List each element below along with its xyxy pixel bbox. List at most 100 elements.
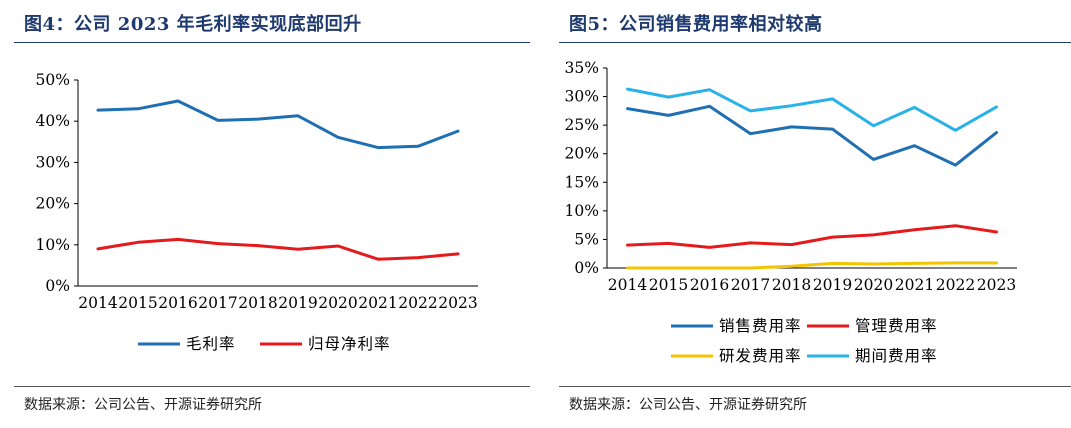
data-point [708, 88, 711, 91]
legend-label: 归母净利率 [308, 335, 391, 353]
legend-label: 管理费用率 [855, 317, 938, 335]
data-point [995, 230, 998, 234]
line-chart-expense-ratio: 0%5%10%15%20%25%30%35%2014 2015 2016 2017 20… [565, 59, 1017, 365]
y-tick-label: 20% [36, 195, 70, 213]
y-tick-label: 30% [565, 88, 599, 106]
series-line-1 [626, 104, 998, 167]
data-point [995, 105, 998, 109]
x-tick-label: 2021 [895, 276, 934, 294]
data-point [336, 244, 340, 248]
data-point [790, 104, 793, 107]
data-point [296, 114, 300, 118]
data-point [136, 107, 140, 111]
data-point [667, 242, 670, 245]
x-tick-label: 2019 [813, 276, 852, 294]
y-tick-label: 50% [36, 71, 70, 89]
data-point [256, 117, 260, 121]
y-tick-label: 0% [574, 259, 599, 277]
series-line-1 [96, 99, 460, 150]
x-tick-label: 2015 [118, 294, 157, 312]
y-tick-label: 0% [45, 277, 70, 295]
y-tick-label: 35% [565, 59, 599, 77]
legend-label: 研发费用率 [719, 347, 802, 365]
data-point [954, 224, 957, 227]
data-point [216, 119, 220, 122]
chart-title: 图4：公司 2023 年毛利率实现底部回升 [24, 14, 362, 35]
data-point [296, 248, 300, 251]
series-line-4 [626, 87, 998, 132]
source-divider [14, 386, 530, 387]
x-tick-label: 2014 [78, 294, 118, 312]
data-point [749, 241, 752, 245]
y-tick-label: 10% [36, 236, 70, 254]
data-point [954, 163, 957, 167]
x-tick-label: 2015 [649, 276, 688, 294]
source-divider [559, 386, 1071, 387]
data-point [626, 266, 629, 270]
data-point [376, 258, 380, 261]
x-tick-label: 2023 [438, 294, 477, 312]
source-note: 数据来源：公司公告、开源证券研究所 [569, 397, 807, 413]
data-point [954, 129, 957, 132]
data-point [913, 228, 916, 231]
line-chart-gross-margin: 0% 10% 20% 30% 40% 50% 2014 2015 2016 2017 2018 201… [36, 71, 478, 353]
data-point [913, 144, 916, 147]
x-tick-label: 2023 [977, 276, 1016, 294]
x-tick-label: 2022 [936, 276, 975, 294]
y-tick-label: 5% [574, 230, 599, 248]
data-point [376, 146, 380, 149]
data-point [831, 97, 834, 101]
data-point [708, 266, 711, 270]
data-point [96, 108, 100, 112]
data-point [456, 129, 460, 133]
y-tick-label: 40% [36, 112, 70, 130]
data-point [831, 262, 834, 265]
data-point [216, 242, 220, 245]
source-note: 数据来源：公司公告、开源证券研究所 [24, 397, 262, 413]
y-tick-label: 20% [565, 145, 599, 163]
legend-label: 销售费用率 [719, 317, 802, 335]
data-point [176, 238, 180, 241]
chart-panel-gross-margin: 图4：公司 2023 年毛利率实现底部回升 0% 10% 20% 30% 40% 50% 2… [0, 0, 530, 428]
data-point [667, 95, 670, 99]
series-line-2 [626, 224, 998, 249]
x-tick-label: 2022 [398, 294, 437, 312]
x-tick-label: 2021 [358, 294, 397, 312]
data-point [176, 99, 180, 103]
data-point [667, 266, 670, 270]
data-point [790, 243, 793, 246]
data-point [954, 261, 957, 265]
x-tick-label: 2020 [318, 294, 357, 312]
x-tick-label: 2018 [772, 276, 811, 294]
legend-label: 毛利率 [186, 335, 236, 353]
chart-panel-expense-ratio: 图5：公司销售费用率相对较高 0% 5% 10% 15% 20% 25% 30% 35% 201… [545, 0, 1071, 428]
data-point [872, 262, 875, 266]
x-tick-label: 2020 [854, 276, 893, 294]
data-point [256, 244, 260, 247]
data-point [456, 252, 460, 256]
series-line-2 [96, 237, 460, 261]
data-point [96, 247, 100, 251]
data-point [872, 233, 875, 237]
data-point [995, 131, 998, 134]
x-tick-label: 2014 [608, 276, 648, 294]
data-point [416, 145, 420, 148]
data-point [136, 241, 140, 244]
data-point [708, 105, 711, 108]
data-point [913, 262, 916, 265]
data-point [626, 243, 629, 247]
legend-label: 期间费用率 [855, 347, 938, 365]
data-point [667, 114, 670, 117]
data-point [336, 136, 340, 139]
x-tick-label: 2017 [198, 294, 237, 312]
x-tick-label: 2017 [731, 276, 770, 294]
data-point [626, 107, 629, 110]
data-point [913, 106, 916, 109]
title-divider [559, 42, 1071, 43]
data-point [708, 246, 711, 249]
y-tick-label: 15% [565, 173, 599, 191]
title-divider [14, 42, 530, 43]
data-point [626, 87, 629, 91]
data-point [749, 132, 752, 135]
data-point [831, 127, 834, 131]
